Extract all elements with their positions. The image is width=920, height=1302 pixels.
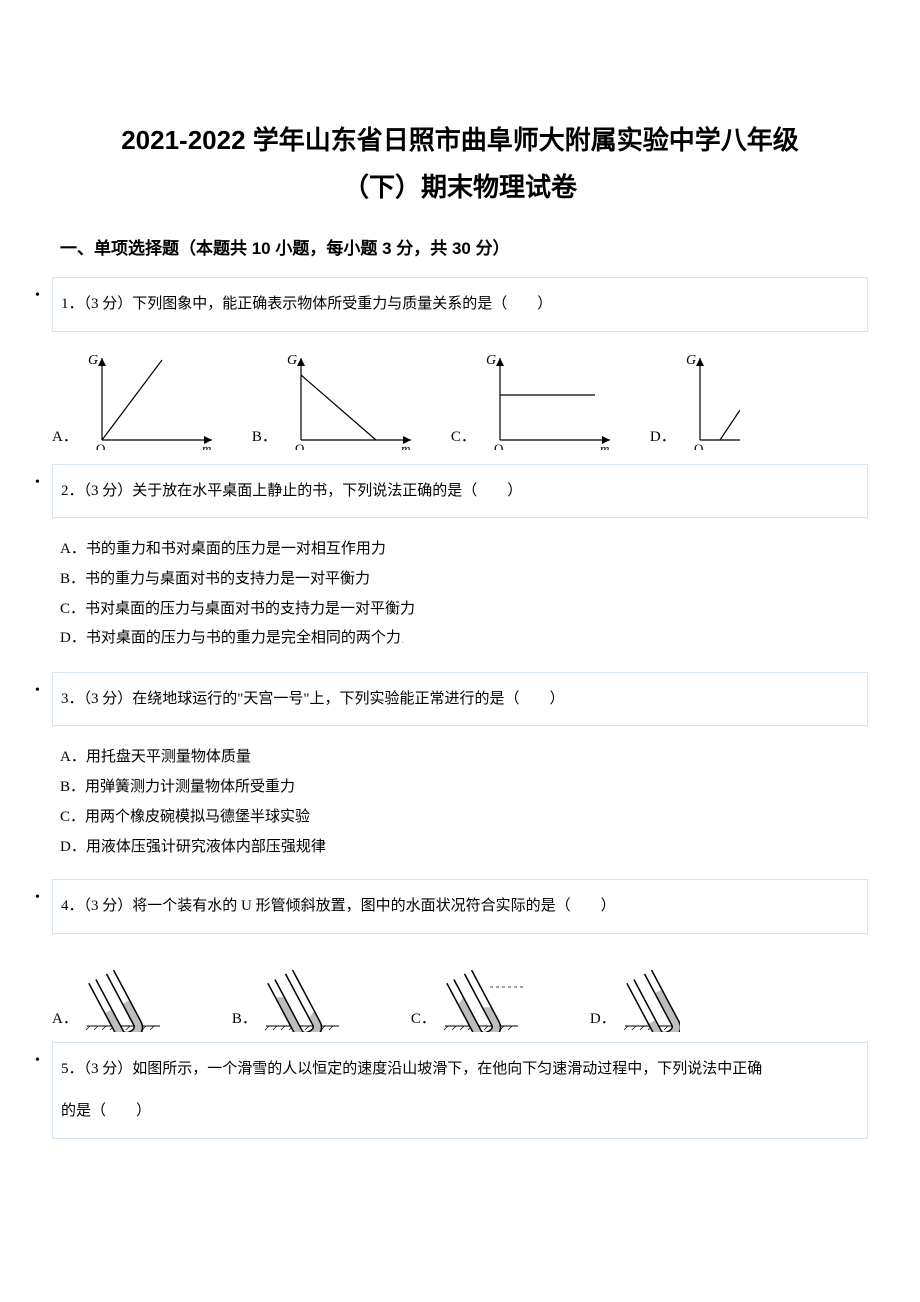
q4-utube-a: A． [52, 952, 172, 1032]
q1-opt-d-label: D． [650, 425, 676, 446]
q5-text-1: 5．（3 分）如图所示，一个滑雪的人以恒定的速度沿山坡滑下，在他向下匀速滑动过程… [61, 1055, 859, 1084]
utube-b-svg [261, 952, 351, 1032]
q1-text: 1．（3 分）下列图象中，能正确表示物体所受重力与质量关系的是（ ） [61, 290, 859, 319]
q1-graph-a: A． G O m [52, 350, 222, 450]
question-4: 4．（3 分）将一个装有水的 U 形管倾斜放置，图中的水面状况符合实际的是（ ） [52, 879, 868, 934]
utube-c-svg [440, 952, 530, 1032]
graph-d-svg: G O [680, 350, 740, 450]
question-5: 5．（3 分）如图所示，一个滑雪的人以恒定的速度沿山坡滑下，在他向下匀速滑动过程… [52, 1042, 868, 1139]
svg-text:m: m [401, 441, 410, 450]
utube-a-svg [82, 952, 172, 1032]
q2-options: A．书的重力和书对桌面的压力是一对相互作用力 B．书的重力与桌面对书的支持力是一… [60, 536, 860, 654]
q4-utube-row: A． B． [52, 952, 868, 1032]
q5-text-2: 的是（ ） [61, 1097, 859, 1126]
svg-text:O: O [694, 441, 703, 450]
q2-opt-b: B．书的重力与桌面对书的支持力是一对平衡力 [60, 566, 860, 594]
q3-opt-d: D．用液体压强计研究液体内部压强规律 [60, 834, 860, 862]
svg-text:O: O [494, 441, 503, 450]
svg-text:G: G [486, 353, 496, 368]
graph-b-svg: G O m [281, 350, 421, 450]
svg-text:m: m [600, 441, 609, 450]
svg-text:m: m [202, 441, 211, 450]
q3-opt-b: B．用弹簧测力计测量物体所受重力 [60, 774, 860, 802]
q1-graph-c: C． G O m [451, 350, 620, 450]
q4-opt-c-label: C． [411, 1007, 436, 1028]
q1-opt-a-label: A． [52, 425, 78, 446]
q1-graph-d: D． G O [650, 350, 740, 450]
title-line-1: 2021-2022 学年山东省日照市曲阜师大附属实验中学八年级 [60, 120, 860, 157]
q3-opt-c: C．用两个橡皮碗模拟马德堡半球实验 [60, 804, 860, 832]
svg-text:G: G [287, 353, 297, 368]
watermark-dot: · [401, 638, 404, 649]
q3-opt-a: A．用托盘天平测量物体质量 [60, 744, 860, 772]
question-3: 3．（3 分）在绕地球运行的"天宫一号"上，下列实验能正常进行的是（ ） [52, 672, 868, 727]
svg-text:O: O [96, 441, 105, 450]
q4-utube-c: C． [411, 952, 530, 1032]
title-line-2: （下）期末物理试卷 [60, 167, 860, 204]
question-1: 1．（3 分）下列图象中，能正确表示物体所受重力与质量关系的是（ ） [52, 277, 868, 332]
q4-opt-d-label: D． [590, 1007, 616, 1028]
q4-opt-a-label: A． [52, 1007, 78, 1028]
graph-c-svg: G O m [480, 350, 620, 450]
question-2: 2．（3 分）关于放在水平桌面上静止的书，下列说法正确的是（ ） [52, 464, 868, 519]
q1-graph-row: A． G O m B． G O m [52, 350, 868, 450]
q4-opt-b-label: B． [232, 1007, 257, 1028]
q2-opt-a: A．书的重力和书对桌面的压力是一对相互作用力 [60, 536, 860, 564]
q2-opt-c: C．书对桌面的压力与桌面对书的支持力是一对平衡力 [60, 596, 860, 624]
svg-text:O: O [295, 441, 304, 450]
q3-text: 3．（3 分）在绕地球运行的"天宫一号"上，下列实验能正常进行的是（ ） [61, 685, 859, 714]
q2-text: 2．（3 分）关于放在水平桌面上静止的书，下列说法正确的是（ ） [61, 477, 859, 506]
q4-utube-d: D． [590, 952, 680, 1032]
q1-graph-b: B． G O m [252, 350, 421, 450]
q3-options: A．用托盘天平测量物体质量 B．用弹簧测力计测量物体所受重力 C．用两个橡皮碗模… [60, 744, 860, 861]
graph-a-svg: G O m [82, 350, 222, 450]
q4-utube-b: B． [232, 952, 351, 1032]
q1-opt-c-label: C． [451, 425, 476, 446]
q4-text: 4．（3 分）将一个装有水的 U 形管倾斜放置，图中的水面状况符合实际的是（ ） [61, 892, 859, 921]
q2-opt-d: D．书对桌面的压力与书的重力是完全相同的两个力· [60, 625, 860, 654]
svg-text:G: G [686, 353, 696, 368]
section-1-header: 一、单项选择题（本题共 10 小题，每小题 3 分，共 30 分） [60, 234, 860, 259]
q1-opt-b-label: B． [252, 425, 277, 446]
utube-d-svg [620, 952, 680, 1032]
svg-text:G: G [88, 353, 98, 368]
